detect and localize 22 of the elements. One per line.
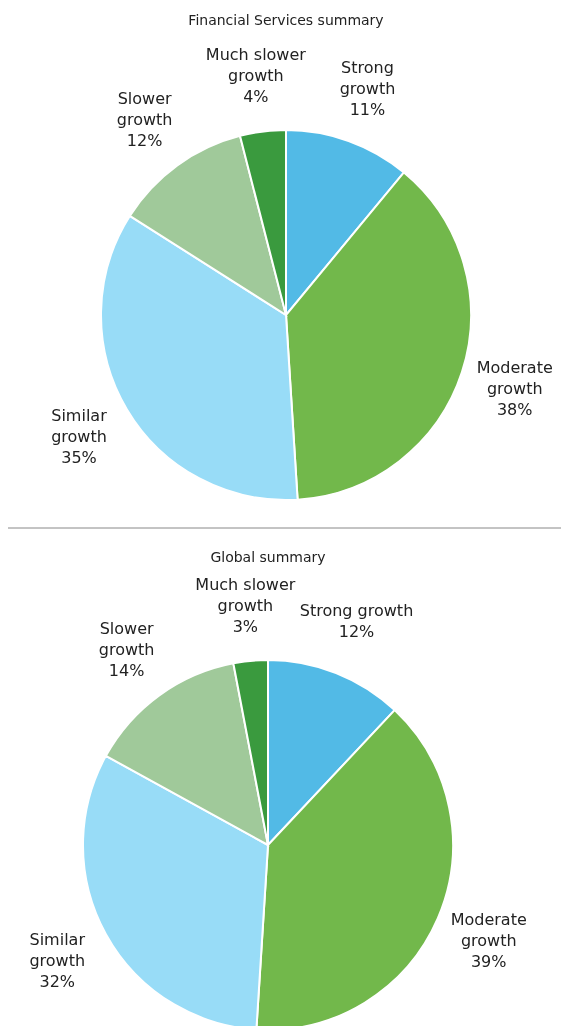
data-label: 11% bbox=[349, 99, 386, 119]
chart-title: Global summary bbox=[210, 549, 326, 565]
slice-label: Much slower growth bbox=[205, 45, 307, 86]
data-label: 14% bbox=[108, 661, 145, 681]
slice-label: Similar growth bbox=[29, 929, 86, 970]
data-label: 32% bbox=[39, 971, 76, 991]
slice-label: Strong growth bbox=[299, 600, 414, 620]
data-label: 12% bbox=[126, 131, 163, 151]
data-label: 35% bbox=[61, 448, 97, 468]
data-label: 4% bbox=[243, 87, 269, 107]
slice-label: Slower growth bbox=[98, 619, 155, 660]
slice-label: Strong growth bbox=[339, 57, 396, 98]
chart-title: Financial Services summary bbox=[188, 12, 384, 28]
slice-label: Moderate growth bbox=[450, 909, 527, 950]
data-label: 38% bbox=[496, 400, 533, 420]
data-label: 3% bbox=[232, 616, 259, 636]
slice-label: Slower growth bbox=[116, 89, 173, 130]
slice-label: Much slower growth bbox=[195, 574, 296, 615]
data-label: 39% bbox=[470, 951, 507, 971]
slice-label: Moderate growth bbox=[476, 358, 553, 399]
slice-label: Similar growth bbox=[51, 406, 108, 447]
data-label: 12% bbox=[338, 621, 375, 641]
